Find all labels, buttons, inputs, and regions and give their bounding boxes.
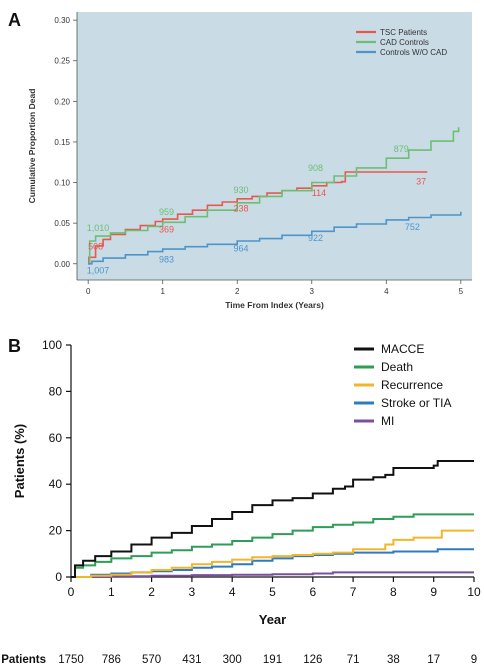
panel-a-x-tick-label: 1 xyxy=(160,287,165,296)
panel-b-x-tick-label: 0 xyxy=(68,585,75,599)
panel-a-at-risk-label: 879 xyxy=(394,144,409,154)
panel-b-legend-entry: Recurrence xyxy=(381,378,443,392)
panel-b-legend-entry: Death xyxy=(381,360,413,374)
panel-a-at-risk-label: 114 xyxy=(312,188,326,198)
panel-a-at-risk-label: 238 xyxy=(234,204,249,214)
panel-a-series-line-cad-controls xyxy=(88,127,460,265)
panel-b-y-axis-label: Patients (%) xyxy=(12,424,27,498)
panel-a-at-risk-label: 964 xyxy=(234,243,249,253)
panel-b-series-line-mi xyxy=(71,571,474,578)
panel-a-x-axis-label: Time From Index (Years) xyxy=(225,300,324,310)
panel-a-plot-background xyxy=(77,12,472,280)
panel-a-x-tick-label: 2 xyxy=(235,287,240,296)
panel-letter-a: A xyxy=(8,10,21,30)
panel-a-at-risk-label: 37 xyxy=(416,177,426,187)
panel-b-y-tick-label: 100 xyxy=(42,338,62,352)
panel-a-y-tick-label: 0.15 xyxy=(54,138,70,147)
panel-b-x-tick-label: 5 xyxy=(269,585,276,599)
risk-table-value: 1750 xyxy=(58,654,84,666)
panel-a-y-axis-label: Cumulative Proportion Dead xyxy=(27,89,37,204)
panel-b-series-line-recurrence xyxy=(71,529,474,578)
panel-b-risk-table: Patients 1750 786 570 431 300 191 126 71 38 17 9 xyxy=(1,654,477,666)
panel-b-x-tick-label: 6 xyxy=(309,585,316,599)
panel-b: B 0 20 40 60 80 100 0 1 2 3 4 5 6 7 8 9 10 MACCE Death Rec… xyxy=(1,336,481,666)
panel-a-y-tick-label: 0.10 xyxy=(54,179,70,188)
panel-a-legend-entry: CAD Controls xyxy=(380,38,429,47)
panel-a: A 0.00 0.05 0.10 0.15 0.20 0.25 0.30 0 1 2 3 4 5 508… xyxy=(8,10,472,310)
risk-table-value: 300 xyxy=(223,654,242,666)
panel-a-y-tick-label: 0.05 xyxy=(54,219,70,228)
panel-a-x-tick-label: 3 xyxy=(310,287,315,296)
panel-b-x-tick-label: 4 xyxy=(229,585,236,599)
panel-a-y-tick-label: 0.00 xyxy=(54,260,70,269)
risk-table-value: 38 xyxy=(387,654,400,666)
panel-b-x-tick-label: 9 xyxy=(430,585,437,599)
risk-table-value: 431 xyxy=(182,654,201,666)
panel-b-x-tick-label: 10 xyxy=(467,585,481,599)
panel-a-legend-entry: TSC Patients xyxy=(380,28,427,37)
panel-a-x-tick-label: 5 xyxy=(459,287,464,296)
panel-b-legend-entry: MI xyxy=(381,414,394,428)
panel-a-at-risk-label: 508 xyxy=(88,242,103,252)
risk-table-value: 9 xyxy=(471,654,477,666)
panel-b-x-tick-label: 2 xyxy=(148,585,155,599)
panel-a-y-tick-label: 0.30 xyxy=(54,16,70,25)
risk-table-value: 570 xyxy=(142,654,161,666)
panel-a-at-risk-label: 908 xyxy=(308,163,323,173)
risk-table-value: 786 xyxy=(102,654,121,666)
panel-b-x-tick-label: 7 xyxy=(350,585,357,599)
panel-b-x-tick-label: 8 xyxy=(390,585,397,599)
panel-b-x-axis-label: Year xyxy=(259,612,286,627)
panel-b-x-tick-label: 1 xyxy=(108,585,115,599)
panel-a-at-risk-label: 369 xyxy=(159,225,174,235)
panel-b-y-tick-label: 0 xyxy=(55,570,62,584)
panel-a-series-line-controls-w-o-cad xyxy=(88,211,462,265)
panel-b-y-tick-label: 20 xyxy=(49,524,63,538)
panel-a-at-risk-label: 959 xyxy=(159,207,174,217)
panel-b-y-tick-label: 40 xyxy=(49,477,63,491)
risk-table-value: 191 xyxy=(263,654,282,666)
panel-b-y-tick-label: 60 xyxy=(49,431,63,445)
panel-b-series-line-death xyxy=(71,513,474,578)
panel-a-legend-entry: Controls W/O CAD xyxy=(380,48,447,57)
risk-table-label: Patients xyxy=(1,654,46,666)
panel-a-at-risk-label: 922 xyxy=(308,233,323,243)
panel-a-y-tick-label: 0.25 xyxy=(54,57,70,66)
risk-table-value: 126 xyxy=(303,654,322,666)
risk-table-value: 17 xyxy=(427,654,440,666)
panel-a-y-tick-label: 0.20 xyxy=(54,97,70,106)
panel-b-legend: MACCE Death Recurrence Stroke or TIA MI xyxy=(354,342,451,428)
panel-b-legend-entry: Stroke or TIA xyxy=(381,396,451,410)
panel-a-x-tick-label: 4 xyxy=(384,287,389,296)
panel-b-series-line-macce xyxy=(71,460,474,578)
panel-b-legend-entry: MACCE xyxy=(381,342,424,356)
panel-a-at-risk-label: 930 xyxy=(234,185,249,195)
panel-letter-b: B xyxy=(8,336,21,356)
risk-table-value: 71 xyxy=(347,654,360,666)
panel-b-x-tick-label: 3 xyxy=(189,585,196,599)
panel-a-at-risk-label: 983 xyxy=(159,255,174,265)
panel-a-at-risk-label: 1,010 xyxy=(87,223,110,233)
panel-a-at-risk-label: 752 xyxy=(405,222,420,232)
panel-b-y-tick-label: 80 xyxy=(49,384,63,398)
panel-a-at-risk-label: 1,007 xyxy=(87,265,110,275)
panel-a-x-tick-label: 0 xyxy=(86,287,91,296)
